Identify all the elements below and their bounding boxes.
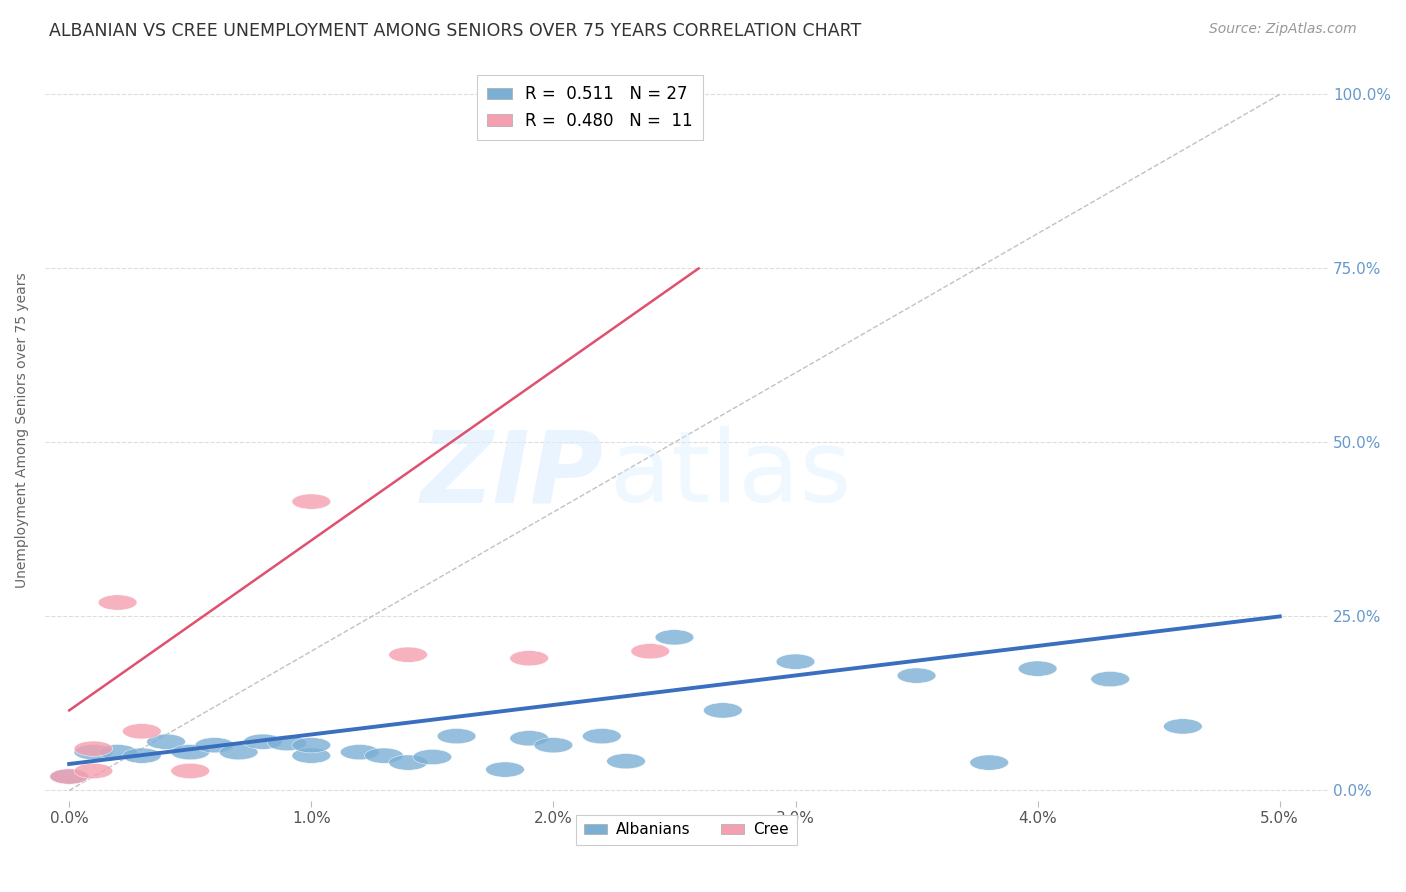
Ellipse shape <box>98 595 136 610</box>
Ellipse shape <box>510 731 548 746</box>
Ellipse shape <box>485 762 524 777</box>
Ellipse shape <box>703 703 742 718</box>
Ellipse shape <box>389 755 427 771</box>
Ellipse shape <box>49 769 89 784</box>
Y-axis label: Unemployment Among Seniors over 75 years: Unemployment Among Seniors over 75 years <box>15 272 30 588</box>
Ellipse shape <box>1091 672 1129 687</box>
Ellipse shape <box>631 643 669 659</box>
Ellipse shape <box>172 745 209 760</box>
Ellipse shape <box>267 735 307 751</box>
Ellipse shape <box>49 769 89 784</box>
Ellipse shape <box>534 738 572 753</box>
Ellipse shape <box>655 118 693 134</box>
Ellipse shape <box>75 745 112 760</box>
Ellipse shape <box>146 734 186 749</box>
Ellipse shape <box>292 738 330 753</box>
Ellipse shape <box>437 729 475 744</box>
Text: Source: ZipAtlas.com: Source: ZipAtlas.com <box>1209 22 1357 37</box>
Text: ALBANIAN VS CREE UNEMPLOYMENT AMONG SENIORS OVER 75 YEARS CORRELATION CHART: ALBANIAN VS CREE UNEMPLOYMENT AMONG SENI… <box>49 22 862 40</box>
Ellipse shape <box>219 745 259 760</box>
Ellipse shape <box>75 741 112 756</box>
Ellipse shape <box>389 647 427 663</box>
Ellipse shape <box>172 764 209 779</box>
Ellipse shape <box>98 745 136 760</box>
Ellipse shape <box>340 745 380 760</box>
Ellipse shape <box>655 630 693 645</box>
Ellipse shape <box>1164 719 1202 734</box>
Ellipse shape <box>292 748 330 764</box>
Ellipse shape <box>122 748 162 764</box>
Ellipse shape <box>364 748 404 764</box>
Ellipse shape <box>1018 661 1057 676</box>
Ellipse shape <box>122 723 162 739</box>
Ellipse shape <box>776 654 815 669</box>
Ellipse shape <box>243 734 283 749</box>
Ellipse shape <box>75 764 112 779</box>
Ellipse shape <box>897 668 936 683</box>
Ellipse shape <box>606 754 645 769</box>
Legend: Albanians, Cree: Albanians, Cree <box>576 815 797 845</box>
Ellipse shape <box>970 755 1008 771</box>
Ellipse shape <box>510 650 548 665</box>
Ellipse shape <box>195 738 233 753</box>
Text: atlas: atlas <box>610 426 851 524</box>
Ellipse shape <box>413 749 451 764</box>
Ellipse shape <box>292 494 330 509</box>
Ellipse shape <box>582 729 621 744</box>
Text: ZIP: ZIP <box>420 426 603 524</box>
